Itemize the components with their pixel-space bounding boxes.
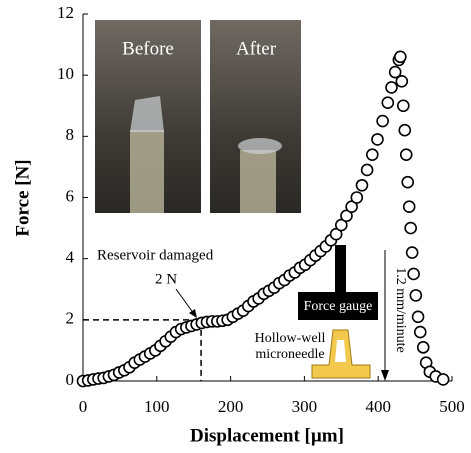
y-tick-label: 4 — [66, 248, 75, 267]
gauge-label: Force gauge — [304, 299, 373, 314]
photo-label: After — [236, 38, 277, 59]
data-point — [405, 246, 419, 259]
data-point — [334, 218, 348, 232]
photo-after: After — [210, 20, 301, 213]
data-point — [394, 50, 407, 64]
annotation-arrowhead — [189, 309, 197, 318]
y-tick-label: 6 — [66, 186, 75, 205]
y-tick-label: 0 — [66, 370, 75, 389]
x-tick-label: 100 — [144, 397, 170, 416]
data-point — [402, 200, 416, 213]
x-tick-label: 300 — [292, 397, 318, 416]
data-point — [409, 289, 423, 302]
speed-label: 1.2 mm/minute — [393, 267, 408, 353]
data-point — [350, 191, 364, 204]
data-point — [398, 123, 412, 137]
y-axis-label: Force [N] — [12, 159, 33, 236]
annotation: 2 N — [155, 271, 177, 287]
data-point — [345, 200, 358, 213]
y-tick-label: 8 — [66, 125, 75, 144]
data-point — [329, 227, 343, 241]
data-point — [396, 99, 410, 113]
data-point — [371, 133, 384, 146]
photo-label: Before — [122, 38, 174, 59]
data-point — [395, 74, 409, 88]
data-point — [404, 221, 417, 235]
x-tick-label: 200 — [218, 397, 244, 416]
y-tick-label: 12 — [57, 3, 74, 22]
data-point — [413, 325, 427, 339]
data-point — [401, 175, 415, 189]
x-axis-label: Displacement [µm] — [190, 425, 344, 446]
annotation-arrow — [175, 288, 195, 315]
data-point — [355, 178, 369, 192]
data-point — [399, 148, 413, 161]
data-point — [385, 81, 398, 94]
y-tick-label: 2 — [66, 309, 75, 328]
needle-label: microneedle — [255, 347, 324, 362]
x-tick-label: 0 — [79, 397, 88, 416]
y-tick-label: 10 — [57, 64, 74, 83]
data-point — [376, 114, 389, 128]
x-tick-label: 400 — [365, 397, 391, 416]
data-point — [436, 373, 450, 386]
data-point — [407, 267, 420, 281]
data-point — [340, 209, 353, 223]
data-point — [411, 310, 425, 324]
data-point — [416, 341, 430, 354]
needle-label: Hollow-well — [255, 331, 326, 346]
photo-before: Before — [95, 20, 201, 213]
apparatus: Force gauge Hollow-well microneedle 1.2 … — [255, 245, 408, 381]
data-point — [388, 65, 402, 79]
annotation: Reservoir damaged — [97, 247, 214, 263]
x-tick-label: 500 — [439, 397, 465, 416]
data-point — [381, 96, 395, 109]
data-point — [360, 163, 374, 177]
data-point — [365, 148, 379, 161]
